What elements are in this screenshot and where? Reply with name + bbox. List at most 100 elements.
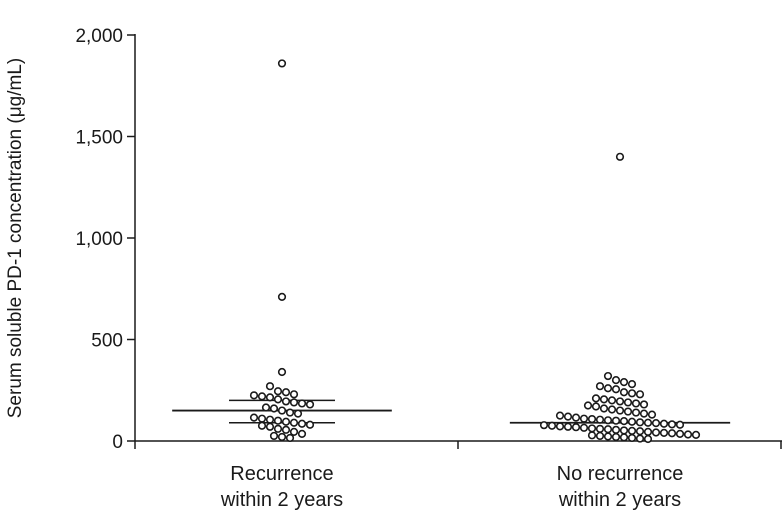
data-point (631, 399, 641, 408)
data-point (615, 397, 625, 406)
x-axis (134, 440, 782, 449)
y-tick-label: 1,000 (75, 229, 123, 250)
data-point (619, 426, 629, 435)
data-point (591, 402, 601, 411)
data-point (603, 432, 613, 441)
data-point (619, 388, 629, 397)
data-point (683, 430, 693, 439)
data-point (257, 421, 267, 430)
data-point (651, 428, 661, 437)
data-point (289, 390, 299, 399)
data-point (639, 409, 649, 418)
data-point (611, 425, 621, 434)
data-point (249, 391, 259, 400)
data-point (281, 417, 291, 426)
data-point (675, 429, 685, 438)
data-point (611, 416, 621, 425)
y-tick-label: 1,500 (75, 128, 123, 149)
data-point (249, 413, 259, 422)
data-point (667, 429, 677, 438)
data-point (277, 432, 287, 442)
data-point (571, 413, 581, 422)
data-point (615, 406, 625, 415)
category-labels: Recurrence within 2 years No recurrence wit… (220, 463, 684, 511)
data-point (289, 398, 299, 407)
data-point (273, 395, 283, 404)
data-point (273, 387, 283, 396)
data-point (627, 426, 637, 435)
data-point (599, 404, 609, 413)
data-point (579, 414, 589, 423)
data-point (623, 407, 633, 416)
data-point (603, 416, 613, 425)
data-point (257, 392, 267, 401)
data-point (289, 427, 299, 436)
data-point (273, 416, 283, 425)
data-point (595, 382, 605, 391)
data-points (249, 59, 701, 444)
data-point (285, 433, 295, 443)
data-point (635, 418, 645, 427)
y-axis: 0 500 1,000 1,500 2,000 (75, 26, 136, 453)
data-point (261, 403, 271, 412)
data-point (603, 371, 613, 381)
data-point (599, 395, 609, 404)
data-point (265, 415, 275, 424)
category-label-line2: within 2 years (558, 489, 681, 511)
category-label-line1: Recurrence (230, 463, 333, 485)
data-point (273, 424, 283, 433)
data-point (603, 425, 613, 434)
data-point (635, 434, 645, 443)
data-point (659, 428, 669, 437)
data-point (631, 408, 641, 417)
data-point (547, 421, 557, 430)
data-point (587, 414, 597, 424)
data-point (297, 429, 307, 438)
data-point (635, 390, 645, 399)
data-point (643, 418, 653, 427)
data-point (583, 401, 593, 410)
data-point (595, 424, 605, 433)
data-point (277, 367, 287, 377)
y-tick-label: 500 (91, 331, 123, 352)
data-point (587, 431, 597, 440)
data-point (691, 430, 701, 440)
data-point (647, 410, 657, 419)
data-point (595, 431, 605, 441)
data-point (619, 378, 629, 387)
data-point (627, 417, 637, 426)
data-point (265, 422, 275, 431)
data-point (297, 419, 307, 428)
data-point (603, 384, 613, 393)
data-point (627, 389, 637, 398)
category-label-line2: within 2 years (220, 489, 343, 511)
data-point (675, 420, 685, 429)
data-point (305, 400, 315, 409)
data-point (539, 421, 549, 430)
data-point (627, 433, 637, 443)
data-point (591, 394, 601, 403)
y-axis-label: Serum soluble PD-1 concentration (μg/mL) (5, 58, 26, 419)
data-point (285, 408, 295, 417)
data-point (563, 422, 573, 431)
data-point (667, 420, 677, 429)
data-point (643, 434, 653, 444)
data-point (643, 427, 653, 436)
data-point (607, 396, 617, 405)
y-tick-label: 2,000 (75, 26, 123, 47)
data-point (277, 292, 287, 301)
data-point (587, 424, 597, 433)
data-point (623, 398, 633, 407)
data-point (269, 431, 279, 441)
data-point (579, 423, 589, 432)
data-point (277, 406, 287, 415)
data-point (305, 420, 315, 429)
data-point (595, 415, 605, 424)
data-point (281, 388, 291, 397)
data-point (619, 417, 629, 426)
data-point (607, 405, 617, 414)
data-point (635, 427, 645, 436)
data-point (615, 152, 625, 161)
data-point (289, 418, 299, 427)
